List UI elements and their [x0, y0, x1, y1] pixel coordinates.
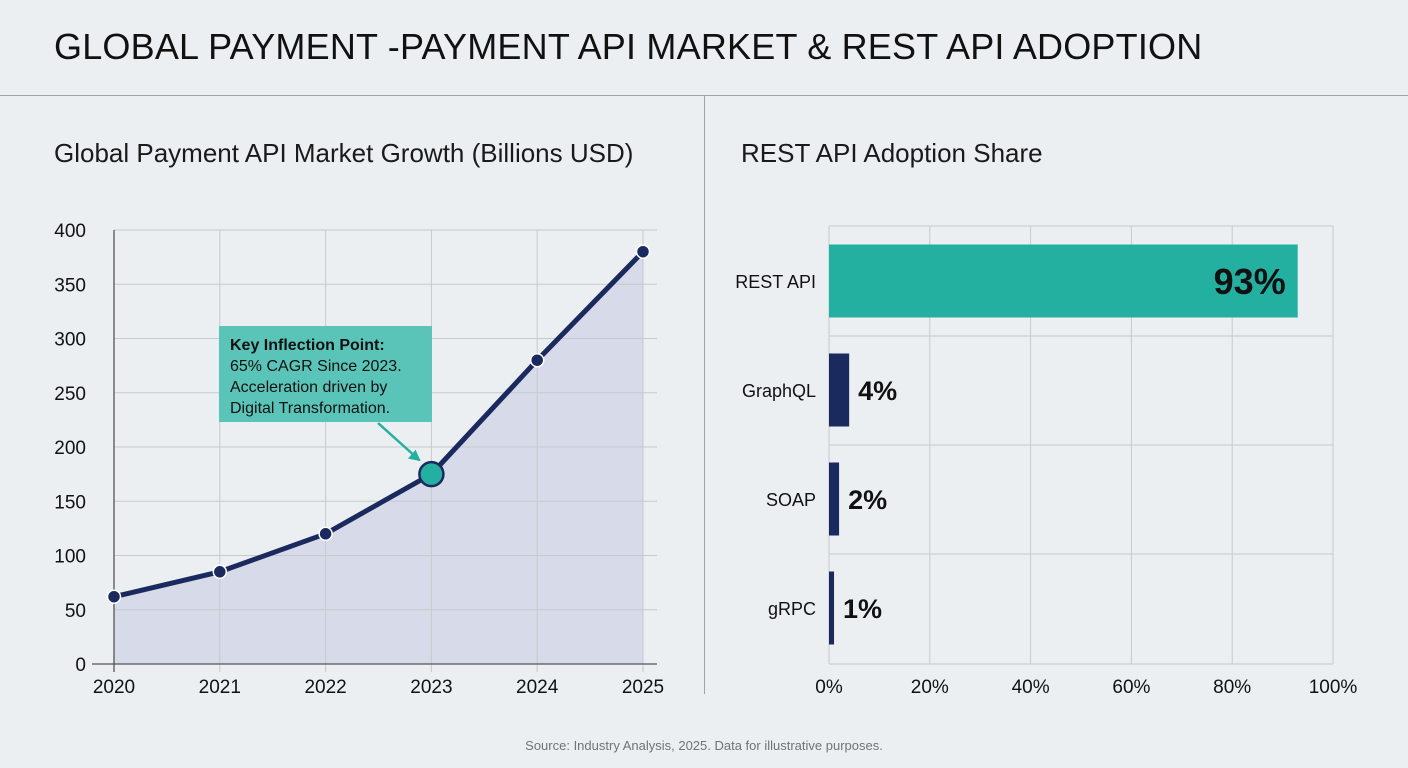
data-point	[529, 352, 545, 368]
y-tick-label: 200	[54, 438, 86, 459]
y-tick-label: 50	[65, 601, 86, 622]
line-chart-title: Global Payment API Market Growth (Billio…	[54, 138, 634, 168]
bar	[829, 353, 850, 427]
bar	[829, 571, 835, 645]
header-divider	[0, 95, 1408, 96]
bar-chart: 0% 20% 40% 60% 80% 100% REST API 93% GraphQL 4% SO…	[735, 225, 1358, 698]
category-label: GraphQL	[742, 381, 816, 401]
y-tick-label: 350	[54, 275, 86, 296]
bar	[829, 244, 1298, 318]
highlight-point	[418, 460, 445, 488]
x-tick-label: 2024	[516, 677, 559, 698]
data-label: 2%	[848, 485, 887, 515]
callout-line-3: Digital Transformation.	[230, 400, 391, 417]
x-tick-label: 2021	[199, 677, 241, 698]
category-label: SOAP	[766, 490, 816, 510]
data-label: 1%	[843, 594, 882, 624]
callout-title: Key Inflection Point:	[230, 337, 385, 354]
area-fill	[114, 251, 643, 664]
source-note: Source: Industry Analysis, 2025. Data fo…	[525, 738, 883, 753]
data-point	[106, 589, 122, 604]
y-tick-label: 100	[54, 547, 86, 568]
x-tick-label: 60%	[1112, 677, 1150, 698]
page-title: GLOBAL PAYMENT -PAYMENT API MARKET & RES…	[54, 26, 1203, 67]
y-tick-label: 0	[75, 655, 86, 676]
y-tick-label: 150	[54, 492, 86, 513]
bar	[829, 462, 840, 536]
category-label: REST API	[735, 272, 816, 292]
bar-chart-title: REST API Adoption Share	[741, 138, 1043, 168]
panel-divider	[704, 96, 705, 694]
callout-line-1: 65% CAGR Since 2023.	[230, 358, 402, 375]
data-point	[635, 244, 651, 259]
x-tick-label: 2023	[410, 677, 452, 698]
data-label: 4%	[858, 376, 897, 406]
y-tick-label: 300	[54, 330, 86, 351]
callout-arrowhead	[407, 449, 421, 462]
series-line	[111, 249, 646, 600]
x-tick-label: 2025	[622, 677, 664, 698]
line-chart: 0 50 100 150 200 250 300 350 400 2020 2021 2022 2023…	[54, 221, 664, 698]
x-tick-label: 20%	[911, 677, 949, 698]
data-point	[212, 564, 228, 580]
callout-line-2: Acceleration driven by	[230, 379, 388, 396]
x-tick-label: 40%	[1012, 677, 1050, 698]
data-label: 93%	[1214, 261, 1286, 302]
x-tick-label: 100%	[1309, 677, 1358, 698]
x-tick-label: 0%	[815, 677, 843, 698]
y-tick-label: 400	[54, 221, 86, 242]
x-tick-label: 80%	[1213, 677, 1251, 698]
x-tick-label: 2020	[93, 677, 135, 698]
data-point	[318, 526, 333, 542]
x-tick-label: 2022	[304, 677, 346, 698]
y-tick-label: 250	[54, 384, 86, 405]
category-label: gRPC	[768, 599, 816, 619]
inflection-callout: Key Inflection Point: 65% CAGR Since 202…	[219, 326, 432, 422]
